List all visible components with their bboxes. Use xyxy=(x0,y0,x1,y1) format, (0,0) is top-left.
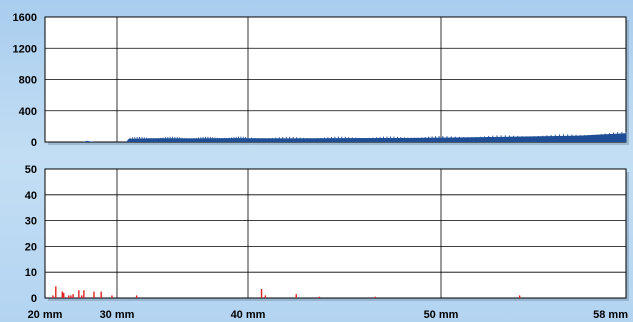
bottom-ytick-label: 0 xyxy=(31,293,37,305)
bottom-xtick-label: 58 mm xyxy=(593,309,628,321)
bottom-plot-area xyxy=(44,168,627,299)
bottom-ytick-label: 30 xyxy=(25,216,37,228)
bottom-chart: 50 40 30 20 10 0 20 mm 30 mm 40 mm 50 mm 58 mm xyxy=(25,164,629,321)
bottom-xtick-label: 20 mm xyxy=(28,309,63,321)
top-ytick-label: 800 xyxy=(19,75,37,87)
top-ytick-label: 400 xyxy=(19,106,37,118)
bottom-xtick-label: 30 mm xyxy=(100,309,135,321)
bottom-ytick-label: 50 xyxy=(25,164,37,176)
bottom-xtick-label: 40 mm xyxy=(231,309,266,321)
top-ytick-label: 1200 xyxy=(13,43,37,55)
bottom-ytick-label: 40 xyxy=(25,190,37,202)
bottom-ytick-label: 10 xyxy=(25,267,37,279)
top-chart: 1600 1200 800 400 0 xyxy=(13,12,629,149)
top-series-area-bump xyxy=(83,140,96,142)
bottom-xtick-label: 50 mm xyxy=(424,309,459,321)
bottom-ytick-label: 20 xyxy=(25,241,37,253)
top-ytick-label: 0 xyxy=(31,137,37,149)
top-ytick-label: 1600 xyxy=(13,12,37,24)
